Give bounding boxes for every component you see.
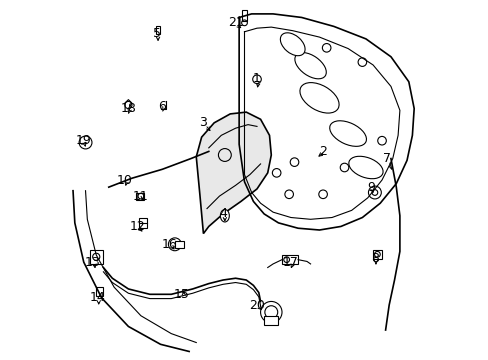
- Ellipse shape: [280, 33, 305, 56]
- Bar: [242, 10, 246, 21]
- Text: 20: 20: [248, 298, 264, 311]
- Text: 9: 9: [366, 181, 374, 194]
- Text: 2: 2: [319, 145, 326, 158]
- Polygon shape: [196, 112, 271, 234]
- Text: 5: 5: [153, 27, 161, 40]
- Ellipse shape: [220, 210, 229, 222]
- Text: 14: 14: [90, 291, 106, 305]
- Text: 15: 15: [174, 288, 189, 301]
- Text: 16: 16: [161, 238, 177, 251]
- Text: 12: 12: [129, 220, 145, 233]
- Bar: [372, 249, 381, 258]
- Text: 3: 3: [199, 116, 207, 129]
- Text: 19: 19: [76, 134, 91, 147]
- Bar: [96, 287, 103, 296]
- Text: 13: 13: [84, 256, 101, 269]
- Text: 11: 11: [133, 190, 148, 203]
- Text: 4: 4: [219, 207, 226, 220]
- Text: 17: 17: [283, 256, 298, 269]
- Ellipse shape: [299, 82, 338, 113]
- Text: 18: 18: [120, 102, 136, 115]
- Text: 21: 21: [227, 16, 243, 29]
- Bar: [90, 249, 102, 264]
- Bar: [156, 26, 160, 33]
- Bar: [135, 193, 144, 200]
- Text: 1: 1: [253, 72, 261, 85]
- Text: 6: 6: [158, 100, 166, 113]
- Bar: [282, 255, 298, 264]
- Bar: [175, 241, 183, 248]
- Ellipse shape: [294, 53, 325, 79]
- Text: 10: 10: [117, 174, 133, 186]
- Text: 8: 8: [370, 252, 378, 265]
- Bar: [139, 217, 147, 228]
- Ellipse shape: [329, 121, 366, 146]
- Bar: [264, 316, 278, 325]
- Ellipse shape: [348, 156, 382, 179]
- Text: 7: 7: [383, 152, 390, 165]
